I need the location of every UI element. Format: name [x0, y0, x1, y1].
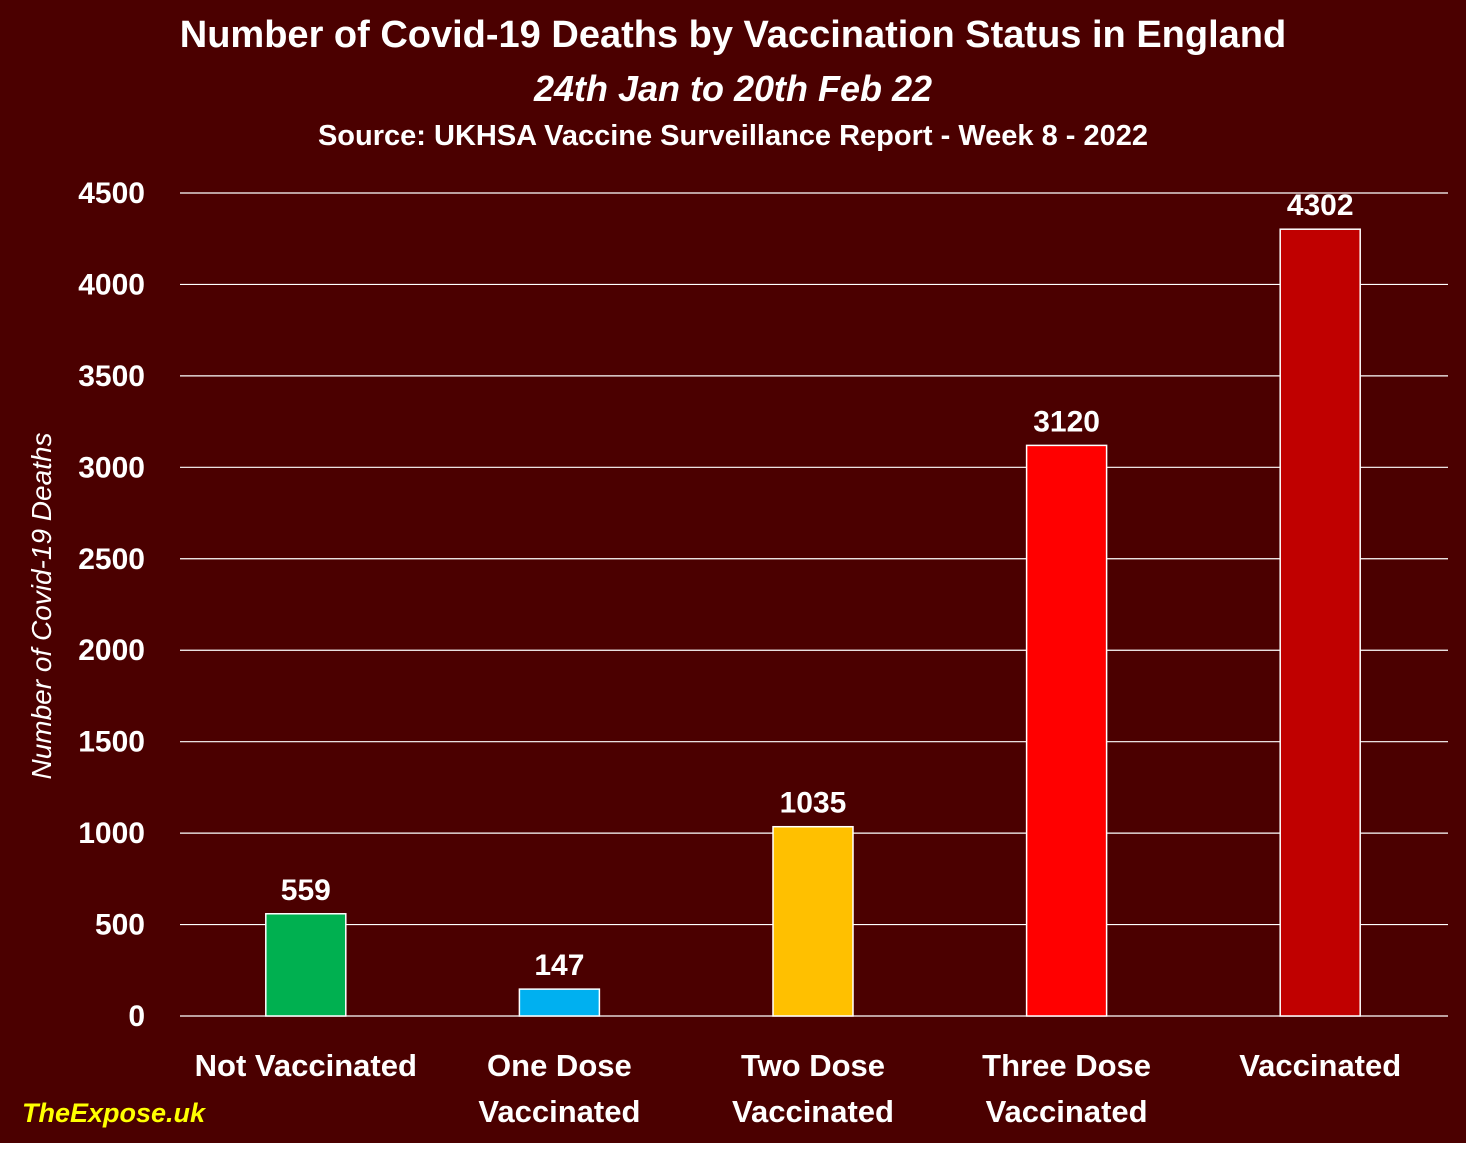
y-tick-label: 1500: [78, 726, 145, 759]
y-tick-label: 4500: [78, 177, 145, 210]
category-label: Vaccinated: [1239, 1048, 1401, 1083]
y-tick-label: 4000: [78, 268, 145, 301]
category-label-line: Not Vaccinated: [195, 1048, 417, 1083]
category-label-line: Two Dose: [741, 1048, 885, 1083]
bar: [1025, 444, 1108, 1017]
y-tick-label: 500: [95, 909, 145, 942]
data-label: 1035: [780, 787, 847, 820]
y-tick-label: 3500: [78, 360, 145, 393]
category-label: One Dose Vaccinated: [478, 1048, 640, 1129]
bar: [772, 825, 854, 1017]
category-label: Three Dose Vaccinated: [982, 1048, 1151, 1129]
category-label-line: Three Dose: [982, 1048, 1151, 1083]
category-label-line: One Dose: [487, 1048, 632, 1083]
y-tick-label: 2500: [78, 543, 145, 576]
category-label: Two Dose Vaccinated: [732, 1048, 894, 1129]
category-label-line: Vaccinated: [732, 1094, 894, 1129]
watermark: TheExpose.uk: [22, 1098, 206, 1128]
bar: [1279, 228, 1361, 1017]
chart-subtitle: 24th Jan to 20th Feb 22: [533, 68, 933, 109]
category-label-line: Vaccinated: [478, 1094, 640, 1129]
y-tick-label: 1000: [78, 817, 145, 850]
chart-title: Number of Covid-19 Deaths by Vaccination…: [179, 14, 1287, 56]
y-tick-label: 3000: [78, 451, 145, 484]
category-label: Not Vaccinated: [195, 1048, 417, 1083]
y-tick-label: 0: [128, 1000, 145, 1033]
y-tick-label: 2000: [78, 634, 145, 667]
data-label: 147: [534, 949, 584, 982]
y-axis-label: Number of Covid-19 Deaths: [26, 432, 57, 780]
bar: [518, 988, 601, 1017]
chart-source: Source: UKHSA Vaccine Surveillance Repor…: [317, 120, 1149, 152]
data-label: 4302: [1287, 189, 1354, 222]
category-label-line: Vaccinated: [1239, 1048, 1401, 1083]
bar: [265, 913, 347, 1017]
data-label: 3120: [1033, 405, 1100, 438]
data-label: 559: [281, 874, 331, 907]
category-label-line: Vaccinated: [986, 1094, 1148, 1129]
